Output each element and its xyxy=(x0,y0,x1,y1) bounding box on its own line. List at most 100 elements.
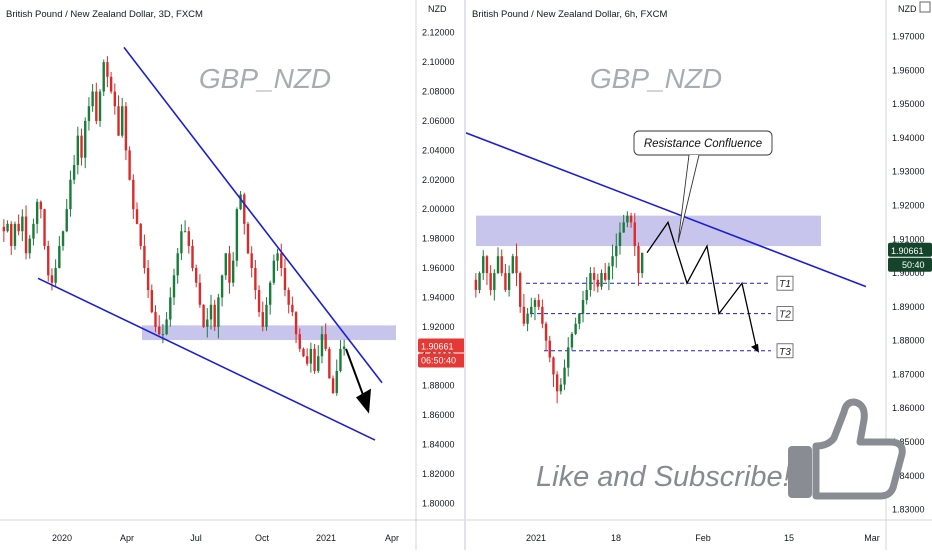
candle-body[interactable] xyxy=(313,348,316,371)
candle-body[interactable] xyxy=(6,223,9,232)
candle-body[interactable] xyxy=(324,334,327,349)
candle-body[interactable] xyxy=(50,275,54,283)
left-chart-panel[interactable]: 2.12000 2.10000 2.08000 2.06000 2.04000 2.020… xyxy=(0,0,466,550)
candle-body[interactable] xyxy=(482,256,485,274)
candle-body[interactable] xyxy=(633,222,636,247)
candle-body[interactable] xyxy=(28,238,31,254)
candle-body[interactable] xyxy=(544,323,548,341)
candle-body[interactable] xyxy=(567,347,570,368)
candle-body[interactable] xyxy=(640,252,644,274)
candle-body[interactable] xyxy=(320,334,324,357)
candle-body[interactable] xyxy=(124,106,128,151)
candle-body[interactable] xyxy=(198,282,202,305)
candle-body[interactable] xyxy=(622,222,625,233)
candle-body[interactable] xyxy=(135,209,139,224)
candle-body[interactable] xyxy=(191,245,194,268)
candle-body[interactable] xyxy=(294,312,298,335)
candle-body[interactable] xyxy=(154,312,157,327)
candle-body[interactable] xyxy=(570,333,574,348)
candle-body[interactable] xyxy=(504,273,507,290)
candle-body[interactable] xyxy=(76,135,80,166)
candle-body[interactable] xyxy=(109,76,113,92)
candle-body[interactable] xyxy=(603,273,607,280)
candle-body[interactable] xyxy=(555,374,559,392)
candle-body[interactable] xyxy=(272,260,276,283)
candle-body[interactable] xyxy=(24,216,28,254)
candle-body[interactable] xyxy=(611,256,614,267)
candle-body[interactable] xyxy=(87,106,91,121)
candle-body[interactable] xyxy=(342,346,346,349)
candle-body[interactable] xyxy=(518,273,522,307)
candle-body[interactable] xyxy=(143,245,146,268)
candle-body[interactable] xyxy=(507,273,511,290)
candle-body[interactable] xyxy=(515,256,518,274)
candle-body[interactable] xyxy=(91,91,94,107)
candle-body[interactable] xyxy=(500,256,503,274)
candle-body[interactable] xyxy=(309,348,313,364)
candle-body[interactable] xyxy=(548,340,551,358)
candle-body[interactable] xyxy=(172,275,176,298)
candle-body[interactable] xyxy=(331,378,335,393)
thumbs-up-icon[interactable] xyxy=(788,398,906,500)
candle-body[interactable] xyxy=(121,106,124,136)
candle-body[interactable] xyxy=(596,279,600,287)
candle-body[interactable] xyxy=(158,326,161,335)
candle-body[interactable] xyxy=(54,268,57,283)
candle-body[interactable] xyxy=(80,135,83,158)
candle-body[interactable] xyxy=(474,279,478,290)
candle-body[interactable] xyxy=(537,300,540,307)
right-chart-panel[interactable]: 1.97000 1.96000 1.95000 1.94000 1.93000 1.920… xyxy=(465,0,932,550)
candle-body[interactable] xyxy=(511,256,515,274)
candle-body[interactable] xyxy=(39,201,43,210)
candle-body[interactable] xyxy=(180,231,183,254)
candle-body[interactable] xyxy=(592,273,596,280)
candle-body[interactable] xyxy=(335,370,338,393)
candle-body[interactable] xyxy=(291,304,294,313)
candle-body[interactable] xyxy=(224,253,227,276)
candle-body[interactable] xyxy=(213,304,216,327)
candle-body[interactable] xyxy=(69,179,72,210)
candle-body[interactable] xyxy=(58,245,61,268)
candle-body[interactable] xyxy=(98,91,102,121)
candle-body[interactable] xyxy=(581,300,585,314)
candle-body[interactable] xyxy=(220,275,224,298)
candle-body[interactable] xyxy=(47,245,50,276)
candle-body[interactable] xyxy=(265,304,268,327)
candle-body[interactable] xyxy=(585,289,588,301)
candle-body[interactable] xyxy=(228,253,231,283)
candle-body[interactable] xyxy=(165,319,168,335)
candle-body[interactable] xyxy=(607,266,611,280)
candle-body[interactable] xyxy=(530,306,533,314)
candle-body[interactable] xyxy=(305,356,309,364)
candle-body[interactable] xyxy=(235,209,239,261)
candle-body[interactable] xyxy=(84,120,87,158)
candle-body[interactable] xyxy=(600,273,603,287)
candle-body[interactable] xyxy=(257,290,261,313)
candle-body[interactable] xyxy=(239,194,242,210)
candle-body[interactable] xyxy=(102,62,105,92)
candle-body[interactable] xyxy=(132,179,135,210)
candle-body[interactable] xyxy=(2,226,6,232)
candle-body[interactable] xyxy=(117,106,120,136)
candle-body[interactable] xyxy=(478,273,481,290)
candle-body[interactable] xyxy=(493,273,496,290)
candle-body[interactable] xyxy=(489,273,492,290)
chart-3d[interactable]: 2.12000 2.10000 2.08000 2.06000 2.04000 2.020… xyxy=(0,0,466,550)
candle-body[interactable] xyxy=(128,150,131,180)
settings-icon[interactable] xyxy=(919,1,931,13)
panel-divider[interactable] xyxy=(464,0,466,550)
candle-body[interactable] xyxy=(552,357,555,375)
candle-body[interactable] xyxy=(113,91,117,107)
candle-body[interactable] xyxy=(161,334,165,336)
candle-body[interactable] xyxy=(243,194,246,224)
candle-body[interactable] xyxy=(533,300,537,307)
candle-body[interactable] xyxy=(176,253,179,276)
chart-6h[interactable]: 1.97000 1.96000 1.95000 1.94000 1.93000 1.920… xyxy=(465,0,932,550)
candle-body[interactable] xyxy=(217,297,220,327)
candle-body[interactable] xyxy=(150,290,154,313)
candle-body[interactable] xyxy=(35,201,39,224)
candle-body[interactable] xyxy=(139,223,142,246)
candle-body[interactable] xyxy=(261,312,264,327)
candle-body[interactable] xyxy=(146,268,150,291)
candle-body[interactable] xyxy=(194,268,198,283)
